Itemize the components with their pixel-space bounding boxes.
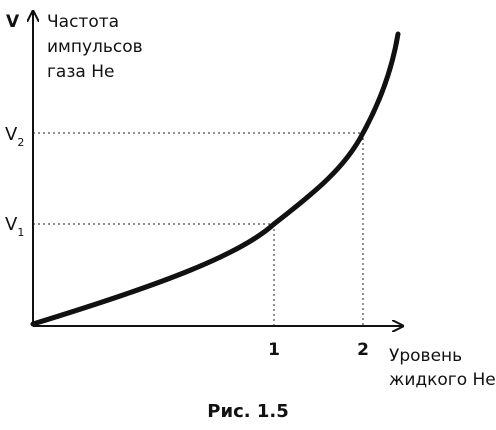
x-axis-label-line-2: жидкого He <box>389 370 496 390</box>
v1-base: V <box>5 214 18 235</box>
v2-subscript: 2 <box>17 136 24 149</box>
y-axis-label-line-1: Частота <box>47 12 119 32</box>
x-axis-label-line-1: Уровень <box>389 346 462 366</box>
y-axis-symbol: V <box>6 12 20 32</box>
curve <box>30 31 401 327</box>
v1-subscript: 1 <box>17 226 24 239</box>
x-mark-1: 1 <box>268 340 280 360</box>
y-axis-label-line-3: газа He <box>47 62 114 82</box>
x-mark-2: 2 <box>357 340 369 360</box>
figure-caption: Рис. 1.5 <box>207 401 288 422</box>
v2-base: V <box>5 124 18 145</box>
v1-label: V1 <box>5 214 24 239</box>
y-axis-label-line-2: импульсов <box>47 37 143 57</box>
v2-label: V2 <box>5 124 24 149</box>
